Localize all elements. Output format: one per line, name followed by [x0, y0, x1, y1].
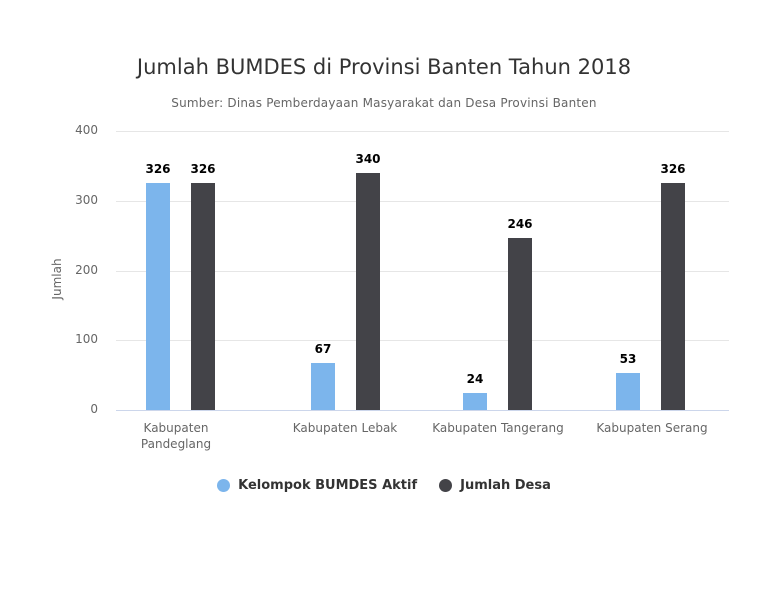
legend: Kelompok BUMDES Aktif Jumlah Desa: [0, 478, 768, 493]
x-axis-line: [116, 410, 729, 411]
x-tick-label: Kabupaten Pandeglang: [140, 421, 212, 451]
data-label: 326: [190, 161, 216, 176]
data-label: 53: [619, 352, 637, 367]
bar[interactable]: [191, 182, 215, 410]
data-label: 246: [507, 217, 533, 232]
bar[interactable]: [661, 182, 685, 410]
x-tick-label: Kabupaten Serang: [596, 421, 708, 435]
y-tick-label: 400: [75, 123, 98, 137]
y-tick-label: 100: [75, 332, 98, 346]
legend-item-jumlah-desa[interactable]: Jumlah Desa: [439, 478, 551, 493]
legend-label: Kelompok BUMDES Aktif: [238, 478, 418, 493]
bar[interactable]: [356, 172, 380, 410]
gridline: [116, 201, 729, 202]
y-tick-label: 300: [75, 193, 98, 207]
bar[interactable]: [508, 238, 532, 410]
legend-marker-icon: [439, 479, 453, 492]
bar[interactable]: [463, 393, 487, 410]
y-tick-label: 200: [75, 263, 98, 277]
gridline: [116, 131, 729, 132]
bar[interactable]: [616, 373, 640, 410]
gridline: [116, 271, 729, 272]
legend-label: Jumlah Desa: [460, 478, 551, 493]
bar[interactable]: [311, 363, 335, 410]
data-label: 67: [314, 342, 332, 357]
data-label: 326: [145, 161, 171, 176]
chart-title: Jumlah BUMDES di Provinsi Banten Tahun 2…: [136, 55, 632, 79]
bar[interactable]: [146, 182, 170, 410]
legend-marker-icon: [217, 479, 231, 492]
x-tick-label: Kabupaten Tangerang: [432, 421, 564, 435]
gridline: [116, 340, 729, 341]
legend-item-kelompok-bumdes-aktif[interactable]: Kelompok BUMDES Aktif: [217, 478, 417, 493]
y-axis-label: Jumlah: [50, 258, 64, 300]
x-tick-label: Kabupaten Lebak: [292, 421, 398, 435]
data-label: 340: [355, 151, 381, 166]
y-tick-label: 0: [90, 402, 98, 416]
chart-subtitle: Sumber: Dinas Pemberdayaan Masyarakat da…: [171, 96, 597, 110]
data-label: 24: [466, 372, 484, 387]
data-label: 326: [660, 161, 686, 176]
